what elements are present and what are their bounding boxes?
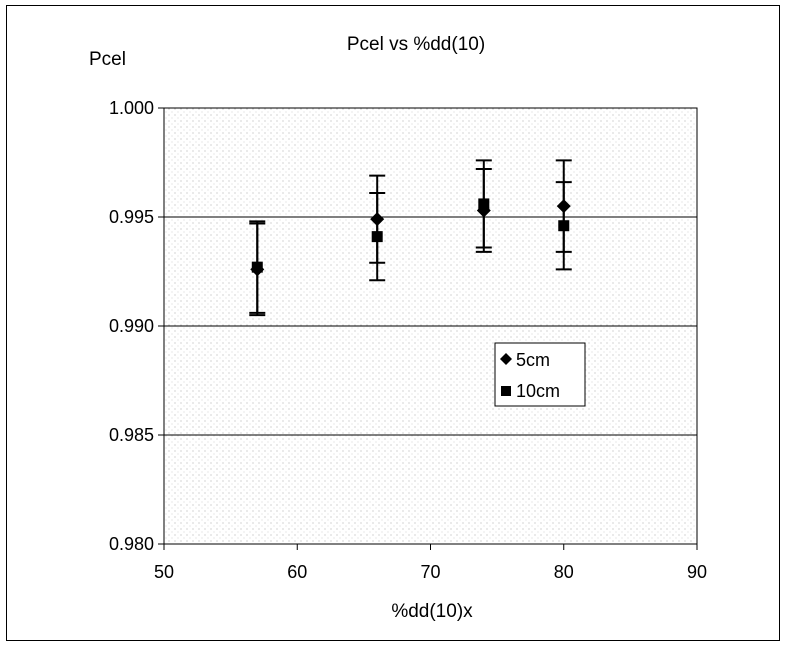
- y-tick-label: 0.980: [109, 534, 154, 554]
- grid-lines: [164, 216, 697, 436]
- x-axis-label: %dd(10)x: [391, 601, 473, 622]
- data-point-square: [251, 261, 263, 273]
- y-tick-label: 0.995: [109, 207, 154, 227]
- legend-label-10cm: 10cm: [516, 381, 560, 401]
- data-point-square: [558, 220, 570, 232]
- legend-square-icon: [501, 386, 511, 396]
- x-axis-ticks: 50 60 70 80 90: [154, 544, 707, 582]
- legend-diamond-icon: [500, 353, 512, 365]
- x-tick-label: 90: [687, 562, 707, 582]
- x-tick-label: 70: [420, 562, 440, 582]
- y-tick-label: 1.000: [109, 98, 154, 118]
- chart-frame: [6, 5, 780, 641]
- data-point-square: [371, 231, 383, 243]
- y-axis-label: Pcel: [89, 49, 126, 70]
- x-tick-label: 80: [554, 562, 574, 582]
- y-tick-label: 0.985: [109, 425, 154, 445]
- data-series: [249, 159, 572, 317]
- legend-label-5cm: 5cm: [516, 350, 550, 370]
- y-tick-label: 0.990: [109, 316, 154, 336]
- legend: 5cm 10cm: [494, 342, 586, 407]
- data-point-square: [478, 198, 490, 210]
- x-tick-label: 50: [154, 562, 174, 582]
- y-axis-ticks: 0.980 0.985 0.990 0.995 1.000: [109, 98, 164, 554]
- chart-title: Pcel vs %dd(10): [347, 34, 485, 55]
- x-tick-label: 60: [287, 562, 307, 582]
- series-10cm: [249, 159, 572, 314]
